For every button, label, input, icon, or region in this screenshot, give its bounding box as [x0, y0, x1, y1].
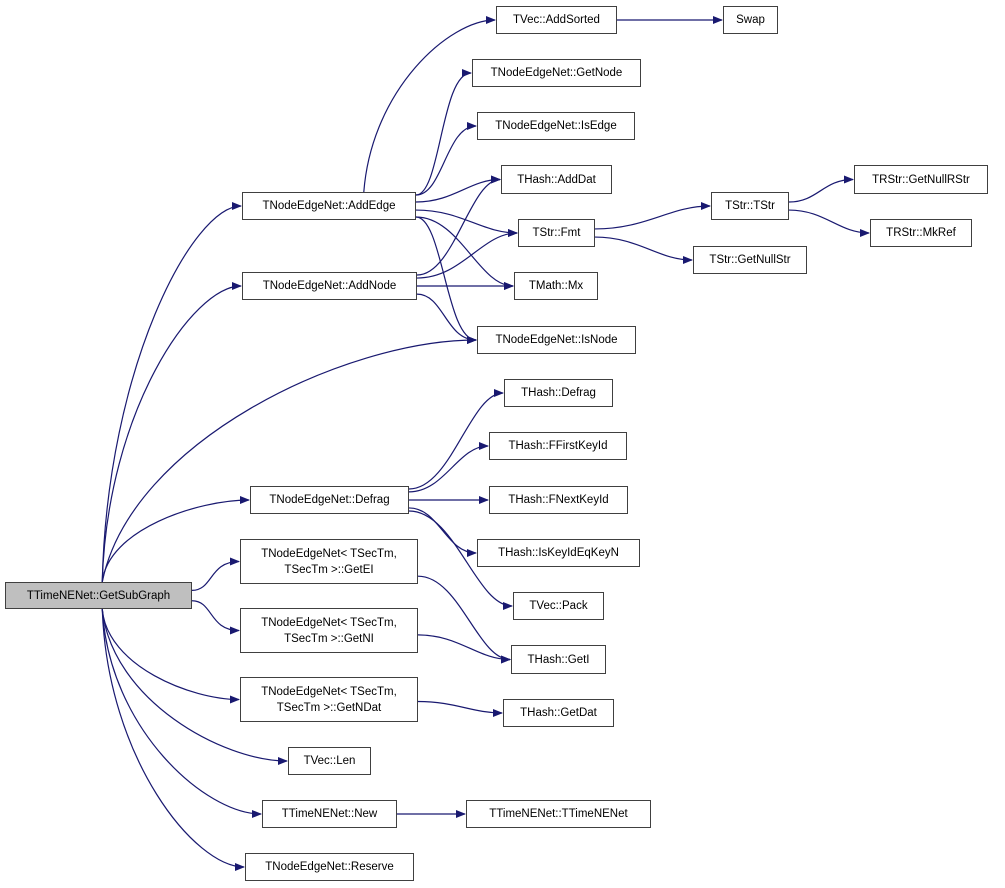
node-swap[interactable]: Swap [723, 6, 778, 34]
edge-getsubgraph-to-addedge [101, 202, 242, 583]
node-label: THash::FNextKeyId [508, 494, 609, 506]
node-label: TNodeEdgeNet< TSecTm, [261, 547, 397, 560]
node-mx[interactable]: TMath::Mx [514, 272, 598, 300]
edge-getei-to-geti [417, 575, 511, 664]
node-label: TVec::Len [303, 755, 356, 767]
node-label: TRStr::GetNullRStr [872, 173, 970, 186]
node-label: THash::GetDat [520, 707, 597, 719]
node-label: THash::IsKeyIdEqKeyN [498, 547, 619, 559]
edge-getsubgraph-to-len [101, 608, 288, 765]
node-isnode[interactable]: TNodeEdgeNet::IsNode [477, 326, 636, 354]
node-hashdefrag[interactable]: THash::Defrag [504, 379, 613, 407]
node-label: TMath::Mx [528, 280, 584, 292]
node-label: TNodeEdgeNet< TSecTm, [261, 685, 397, 698]
edge-defrag-to-pack [408, 510, 513, 610]
edge-addedge-to-addsorted [363, 16, 496, 193]
node-addedge[interactable]: TNodeEdgeNet::AddEdge [242, 192, 416, 220]
node-isedge[interactable]: TNodeEdgeNet::IsEdge [477, 112, 635, 140]
node-label: TSecTm >::GetNDat [276, 701, 382, 714]
edge-addnode-to-fmt [416, 229, 518, 279]
node-iskeyideqkeyn[interactable]: THash::IsKeyIdEqKeyN [477, 539, 640, 567]
edge-getsubgraph-to-getni [191, 600, 240, 635]
edge-addnode-to-isnode [416, 293, 477, 344]
edge-defrag-to-iskeyideqkeyn [408, 507, 477, 557]
node-label: TNodeEdgeNet::Reserve [265, 861, 394, 873]
edge-addedge-to-mx [415, 216, 514, 290]
node-ttimenenet[interactable]: TTimeNENet::TTimeNENet [466, 800, 651, 828]
node-pack[interactable]: TVec::Pack [513, 592, 604, 620]
node-label: THash::FFirstKeyId [508, 440, 608, 452]
node-label: TNodeEdgeNet::AddEdge [262, 200, 396, 212]
node-getnullrstr[interactable]: TRStr::GetNullRStr [854, 165, 988, 194]
node-tstr[interactable]: TStr::TStr [711, 192, 789, 220]
edge-getsubgraph-to-reserve [101, 608, 245, 871]
edge-addnode-to-adddat [416, 175, 501, 276]
node-label: TStr::GetNullStr [709, 254, 791, 266]
node-getdat[interactable]: THash::GetDat [503, 699, 614, 727]
node-label: THash::GetI [527, 653, 590, 666]
node-getei[interactable]: TNodeEdgeNet< TSecTm,TSecTm >::GetEI [240, 539, 418, 584]
node-label: TStr::TStr [725, 200, 775, 212]
edge-getsubgraph-to-new [101, 608, 262, 818]
node-mkref[interactable]: TRStr::MkRef [870, 219, 972, 247]
node-getsubgraph[interactable]: TTimeNENet::GetSubGraph [5, 582, 192, 609]
node-label: Swap [736, 14, 765, 26]
node-getnode[interactable]: TNodeEdgeNet::GetNode [472, 59, 641, 87]
node-label: TVec::Pack [529, 600, 588, 612]
edge-defrag-to-hashdefrag [408, 389, 504, 490]
node-label: TNodeEdgeNet::IsEdge [495, 120, 617, 132]
node-label: TSecTm >::GetEI [284, 563, 374, 576]
node-getnullstr[interactable]: TStr::GetNullStr [693, 246, 807, 274]
node-addnode[interactable]: TNodeEdgeNet::AddNode [242, 272, 417, 300]
node-defrag[interactable]: TNodeEdgeNet::Defrag [250, 486, 409, 514]
node-getni[interactable]: TNodeEdgeNet< TSecTm,TSecTm >::GetNI [240, 608, 418, 653]
node-label: TTimeNENet::TTimeNENet [489, 808, 628, 820]
node-fmt[interactable]: TStr::Fmt [518, 219, 595, 247]
node-new[interactable]: TTimeNENet::New [262, 800, 397, 828]
node-label: TNodeEdgeNet::AddNode [262, 280, 397, 292]
node-label: TRStr::MkRef [886, 227, 956, 239]
edge-defrag-to-ffirstkeyid [408, 442, 489, 493]
node-label: THash::AddDat [517, 173, 596, 186]
edge-getsubgraph-to-addnode [101, 282, 242, 583]
node-ffirstkeyid[interactable]: THash::FFirstKeyId [489, 432, 627, 460]
node-label: TNodeEdgeNet::Defrag [269, 494, 390, 506]
node-label: TSecTm >::GetNI [284, 632, 374, 645]
node-fnextkeyid[interactable]: THash::FNextKeyId [489, 486, 628, 514]
edge-getsubgraph-to-getndat [101, 608, 240, 704]
edge-addedge-to-fmt [415, 209, 518, 237]
edge-addedge-to-isedge [415, 122, 477, 196]
node-label: TStr::Fmt [532, 227, 581, 239]
edge-tstr-to-getnullrstr [788, 175, 854, 203]
node-label: THash::Defrag [521, 387, 596, 399]
edge-getndat-to-getdat [417, 700, 503, 717]
edge-tstr-to-mkref [788, 209, 870, 237]
edge-addedge-to-getnode [415, 69, 472, 196]
node-addsorted[interactable]: TVec::AddSorted [496, 6, 617, 34]
node-geti[interactable]: THash::GetI [511, 645, 606, 674]
node-label: TTimeNENet::New [281, 808, 378, 820]
edge-getsubgraph-to-getei [191, 557, 240, 591]
edge-fmt-to-tstr [594, 202, 711, 230]
edge-getni-to-geti [417, 634, 511, 664]
node-label: TNodeEdgeNet::IsNode [495, 334, 618, 346]
node-label: TTimeNENet::GetSubGraph [26, 589, 171, 602]
node-label: TVec::AddSorted [513, 14, 600, 26]
edge-getsubgraph-to-defrag [101, 496, 250, 583]
node-reserve[interactable]: TNodeEdgeNet::Reserve [245, 853, 414, 881]
edge-getsubgraph-to-isnode [101, 336, 477, 583]
node-adddat[interactable]: THash::AddDat [501, 165, 612, 194]
edge-addedge-to-isnode [415, 216, 477, 344]
edge-fmt-to-getnullstr [594, 236, 693, 264]
node-label: TNodeEdgeNet::GetNode [490, 67, 623, 79]
node-label: TNodeEdgeNet< TSecTm, [261, 616, 397, 629]
node-getndat[interactable]: TNodeEdgeNet< TSecTm,TSecTm >::GetNDat [240, 677, 418, 722]
node-len[interactable]: TVec::Len [288, 747, 371, 775]
